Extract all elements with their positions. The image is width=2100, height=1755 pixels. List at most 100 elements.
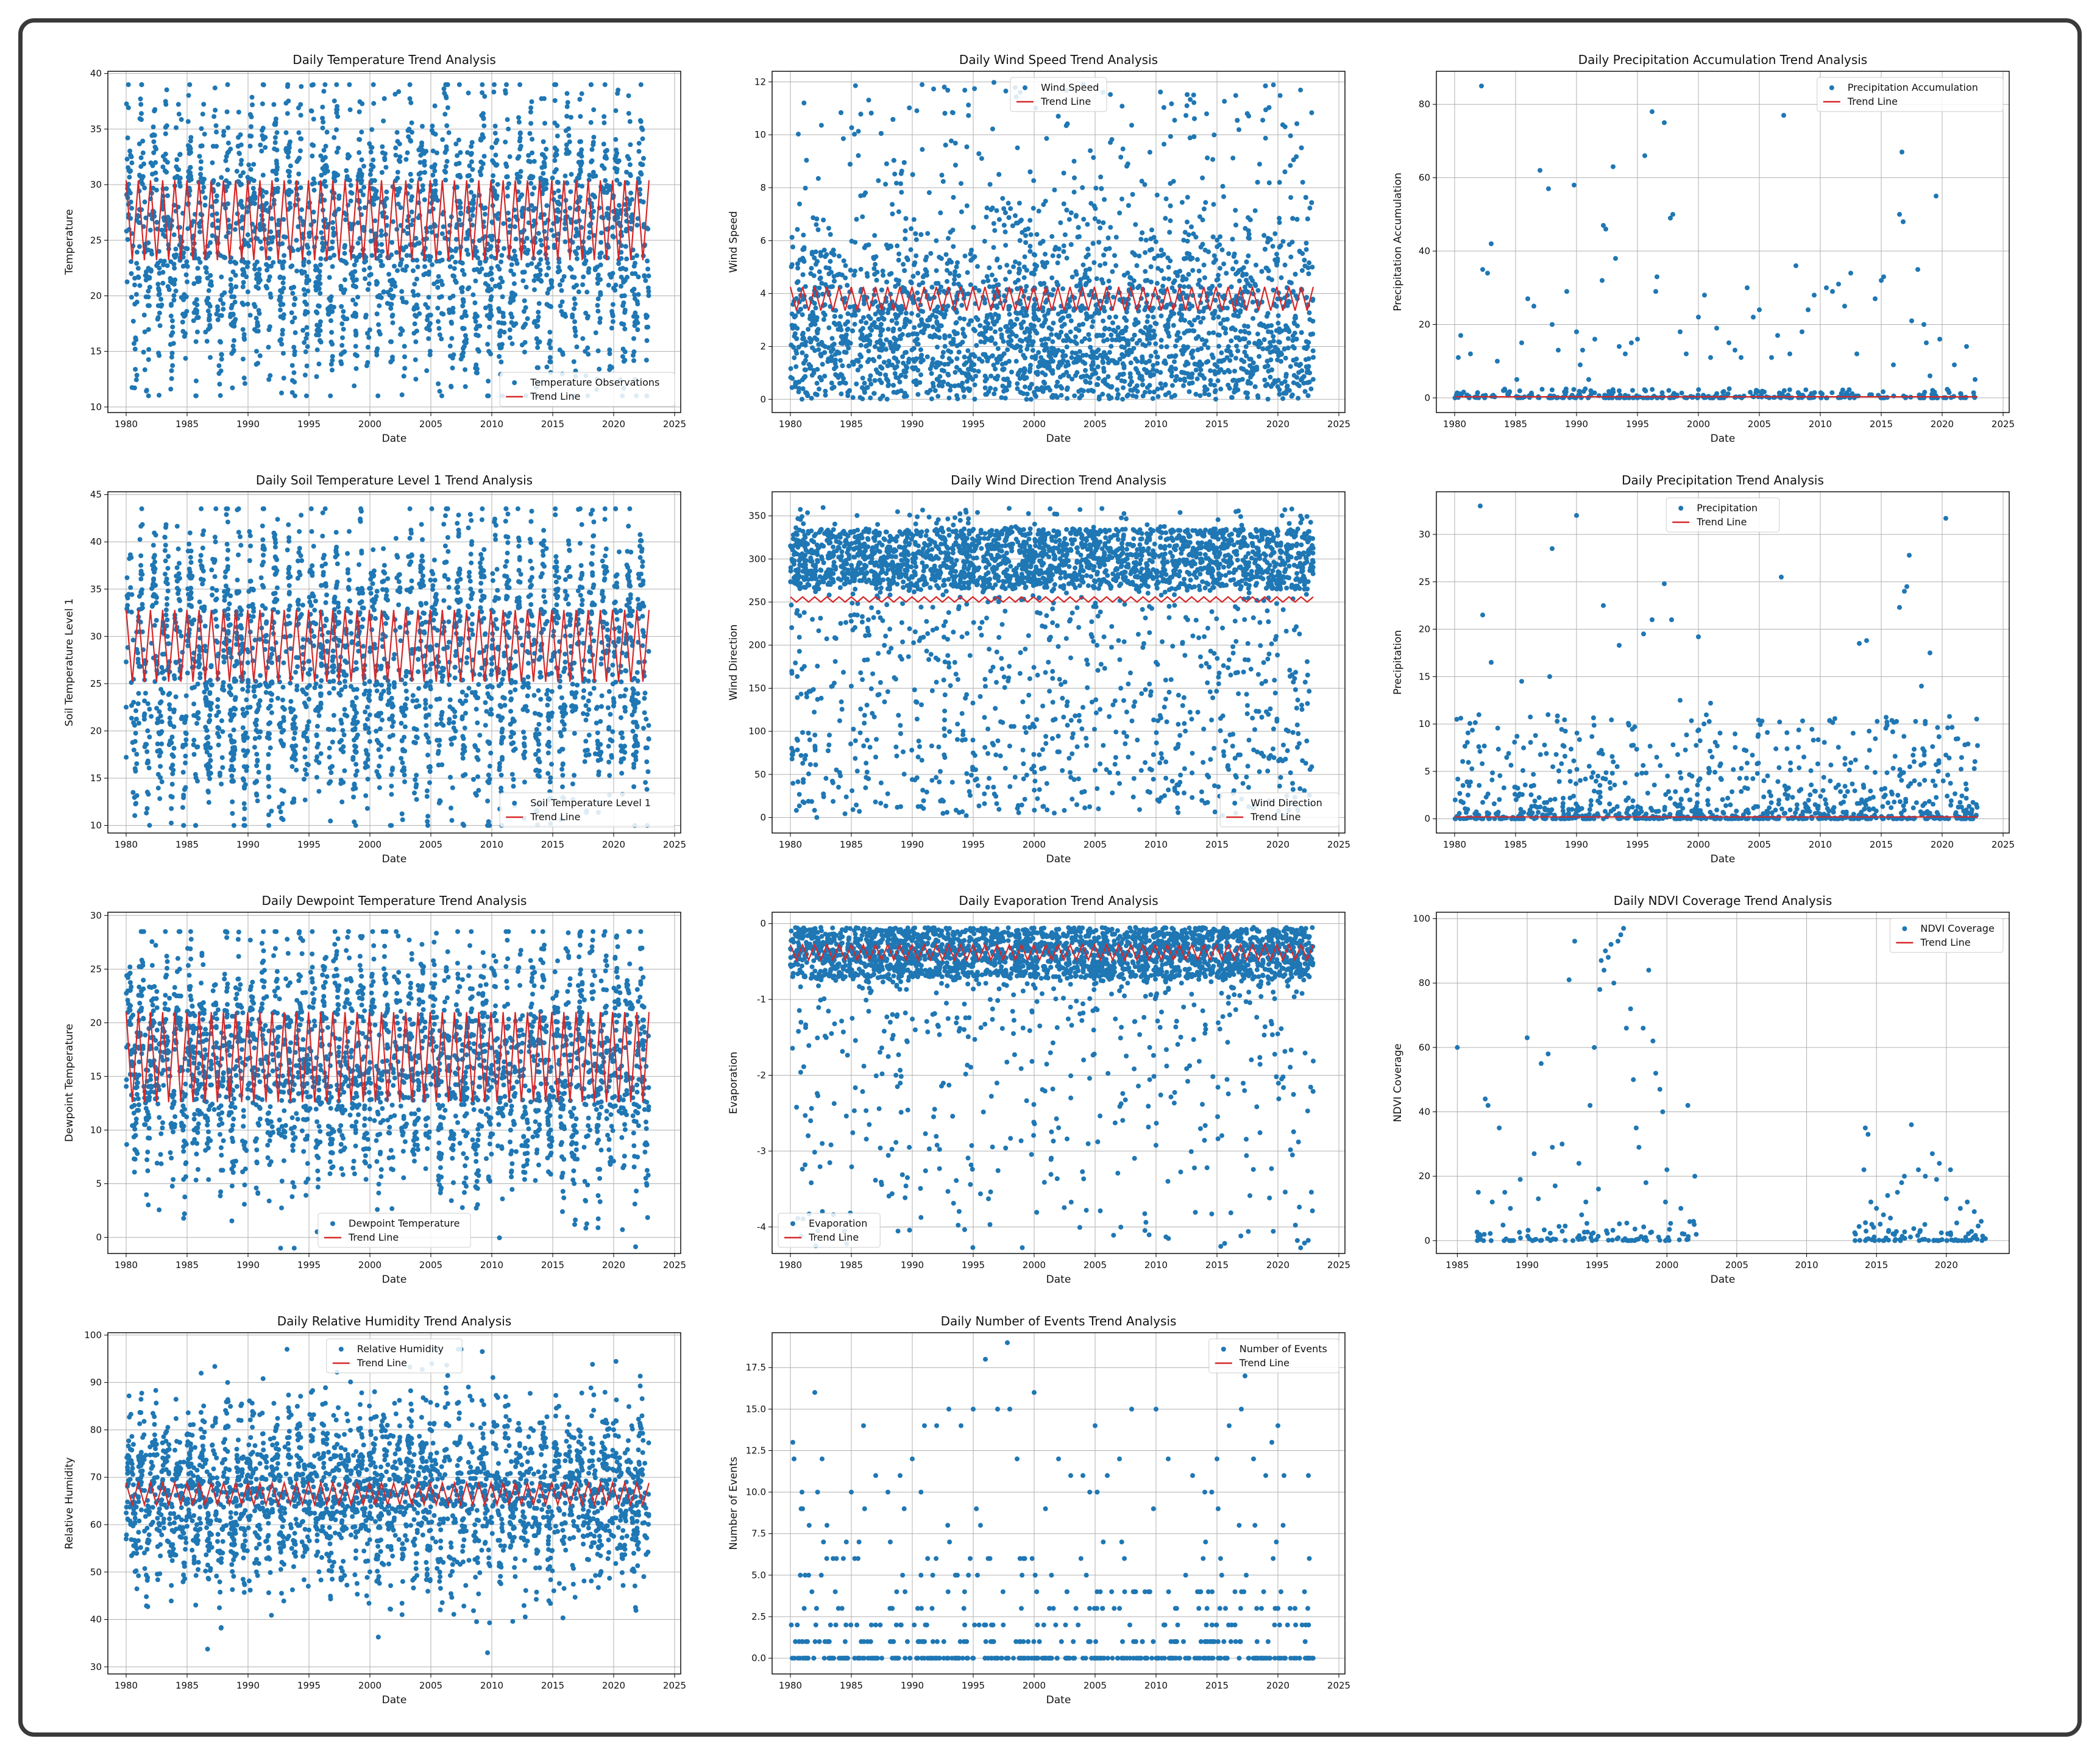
data-point <box>868 395 873 400</box>
data-point <box>1140 342 1146 347</box>
data-point <box>155 282 161 287</box>
data-point <box>1131 346 1137 351</box>
data-point <box>383 165 389 170</box>
data-point <box>1201 262 1207 268</box>
data-point <box>232 294 237 300</box>
data-point <box>169 355 174 360</box>
data-point <box>871 266 877 271</box>
data-point <box>1163 361 1168 366</box>
data-point <box>126 182 132 187</box>
data-point <box>876 178 881 183</box>
data-point <box>544 146 549 152</box>
data-point <box>288 264 294 269</box>
data-point <box>409 222 414 227</box>
data-point <box>966 322 971 327</box>
data-point <box>520 269 525 275</box>
y-tick-label: 20 <box>90 290 102 301</box>
data-point <box>289 363 295 368</box>
data-point <box>179 295 184 300</box>
data-point <box>1115 325 1121 330</box>
data-point <box>892 355 897 361</box>
data-point <box>371 157 376 163</box>
data-point <box>558 303 563 308</box>
data-point <box>168 313 174 319</box>
data-point <box>318 256 324 261</box>
data-point <box>198 211 204 217</box>
data-point <box>188 138 193 144</box>
data-point <box>458 260 463 264</box>
data-point <box>146 266 151 271</box>
data-point <box>196 315 201 320</box>
data-point <box>586 266 592 271</box>
data-point <box>287 179 293 185</box>
data-point <box>272 135 278 140</box>
data-point <box>946 395 952 401</box>
data-point <box>151 150 157 155</box>
data-point <box>289 319 295 325</box>
data-point <box>500 279 505 285</box>
data-point <box>624 169 630 175</box>
data-point <box>637 118 643 123</box>
data-point <box>1151 314 1156 320</box>
data-point <box>236 110 241 115</box>
data-point <box>283 130 289 135</box>
data-point <box>279 289 285 295</box>
data-point <box>257 311 262 316</box>
data-point <box>633 310 638 316</box>
data-point <box>1220 183 1226 189</box>
data-point <box>962 394 967 400</box>
data-point <box>1051 287 1056 292</box>
data-point <box>173 288 179 294</box>
data-point <box>506 126 511 132</box>
data-point <box>815 330 820 336</box>
data-point <box>1108 225 1113 230</box>
data-point <box>858 342 864 348</box>
data-point <box>217 339 222 344</box>
data-point <box>169 350 175 356</box>
data-point <box>497 333 503 339</box>
data-point <box>948 271 953 276</box>
data-point <box>494 138 500 143</box>
data-point <box>1250 316 1256 321</box>
data-point <box>843 350 849 355</box>
data-point <box>818 122 824 128</box>
data-point <box>290 291 296 296</box>
data-point <box>414 258 420 263</box>
data-point <box>470 213 475 218</box>
data-point <box>1292 321 1297 326</box>
data-point <box>216 370 222 376</box>
data-point <box>289 378 295 383</box>
data-point <box>1081 216 1087 222</box>
data-point <box>1090 319 1096 324</box>
data-point <box>580 336 586 341</box>
data-point <box>194 308 199 313</box>
data-point <box>1038 355 1044 360</box>
data-point <box>1283 355 1288 361</box>
data-point <box>305 310 310 315</box>
data-point <box>631 358 637 363</box>
data-point <box>497 266 502 272</box>
data-point <box>547 355 553 360</box>
data-point <box>311 210 316 214</box>
data-point <box>838 341 843 346</box>
data-point <box>176 102 181 107</box>
data-point <box>1031 178 1037 183</box>
chart-panel-wind_speed: 1980 1985 1990 1995 2000 2005 2010 2015 2020 2025… <box>711 47 1369 467</box>
legend-label-trend: Trend Line <box>530 391 580 402</box>
data-point <box>132 385 137 391</box>
data-point <box>1229 352 1234 358</box>
data-point <box>379 242 385 247</box>
data-point <box>895 243 900 249</box>
data-point <box>329 330 335 335</box>
data-point <box>1232 369 1237 374</box>
data-point <box>205 296 211 301</box>
data-point <box>645 266 651 272</box>
data-point <box>133 377 139 383</box>
data-point <box>129 259 134 264</box>
data-point <box>560 352 566 357</box>
data-point <box>1036 208 1041 214</box>
data-point <box>866 349 871 354</box>
data-point <box>1119 104 1125 109</box>
data-point <box>1082 275 1087 280</box>
data-point <box>439 294 444 299</box>
